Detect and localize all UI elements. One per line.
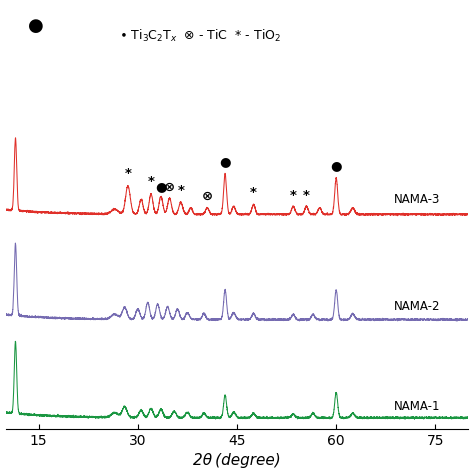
Text: *: * <box>147 175 155 189</box>
X-axis label: 2θ (degree): 2θ (degree) <box>193 454 281 468</box>
Text: ●: ● <box>330 159 342 172</box>
Text: *: * <box>177 184 184 197</box>
Text: ⊗: ⊗ <box>201 190 213 203</box>
Text: NAMA-1: NAMA-1 <box>394 400 441 413</box>
Text: ●: ● <box>27 17 44 35</box>
Text: *: * <box>125 167 131 181</box>
Text: $\bullet$ Ti$_3$C$_2$T$_x$  $\otimes$ - TiC  $*$ - TiO$_2$: $\bullet$ Ti$_3$C$_2$T$_x$ $\otimes$ - T… <box>119 27 281 44</box>
Text: *: * <box>290 189 297 202</box>
Text: NAMA-3: NAMA-3 <box>394 193 441 206</box>
Text: ●: ● <box>219 155 231 168</box>
Text: ⊗: ⊗ <box>164 181 175 194</box>
Text: NAMA-2: NAMA-2 <box>394 300 441 313</box>
Text: ●: ● <box>155 180 167 193</box>
Text: *: * <box>250 186 257 199</box>
Text: *: * <box>303 189 310 202</box>
